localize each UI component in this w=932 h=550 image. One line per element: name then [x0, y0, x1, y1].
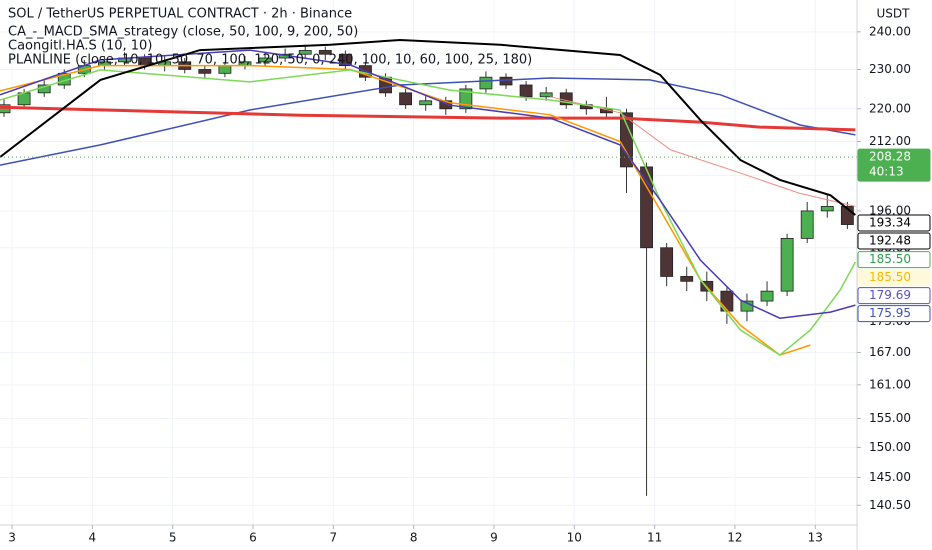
candle-body [680, 276, 694, 282]
candle-body [419, 100, 433, 106]
candle-body [760, 290, 774, 302]
candle-body [640, 166, 653, 249]
indicator-label: PLANLINE (close, 10, 10, 50, 70, 100, 12… [8, 53, 532, 68]
indicator-line [0, 38, 857, 216]
candle-body [620, 112, 633, 168]
price-label-box [857, 214, 931, 232]
candle-body [539, 92, 553, 98]
price-label-box [857, 232, 931, 250]
y-tick-label: 140.50 [869, 498, 911, 512]
candle-body [660, 247, 674, 277]
price-label-box [857, 269, 931, 287]
countdown: 40:13 [869, 165, 904, 179]
candle-body [519, 84, 533, 98]
price-label: 192.48 [869, 233, 911, 247]
price-label: 175.95 [869, 306, 911, 320]
indicator-line [0, 49, 856, 319]
price-label: 179.69 [869, 288, 911, 302]
price-label-box [857, 287, 931, 305]
y-tick-label: 150.00 [869, 440, 911, 454]
x-tick-label: 11 [647, 531, 662, 545]
price-label-box [857, 148, 931, 182]
y-tick-label: 155.00 [869, 411, 911, 425]
x-tick-label: 7 [330, 531, 338, 545]
candle-body [258, 57, 272, 63]
price-label: 185.50 [869, 252, 911, 266]
grid [0, 0, 857, 525]
indicator-line [0, 69, 857, 357]
x-tick-label: 8 [410, 531, 418, 545]
price-label: 208.28 [869, 150, 911, 164]
candle-body [399, 92, 413, 106]
x-tick-label: 6 [249, 531, 257, 545]
price-label: 193.34 [869, 215, 911, 229]
candle-body [780, 238, 794, 292]
x-tick-label: 12 [727, 531, 742, 545]
y-tick-label: 220.00 [869, 101, 911, 115]
candle-body [499, 76, 513, 86]
indicator-line [0, 77, 856, 166]
x-tick-label: 5 [169, 531, 177, 545]
currency-label: USDT [877, 7, 911, 21]
y-tick-label: 212.00 [869, 134, 911, 148]
price-label: 185.50 [869, 270, 911, 284]
y-tick-label: 161.00 [869, 377, 911, 391]
chart-title: SOL / TetherUS PERPETUAL CONTRACT · 2h ·… [8, 7, 352, 22]
plot [0, 38, 857, 496]
candle-body [198, 69, 212, 74]
x-tick-label: 13 [808, 531, 823, 545]
indicator-line [550, 96, 856, 207]
x-tick-label: 9 [490, 531, 498, 545]
x-tick-label: 3 [8, 531, 16, 545]
y-tick-label: 145.00 [869, 470, 911, 484]
indicator-label: Caongitl.HA.S (10, 10) [8, 39, 152, 54]
candle-body [479, 76, 493, 90]
candle-body [820, 206, 834, 212]
y-tick-label: 196.00 [869, 203, 911, 217]
price-axis: 240.00230.00220.00212.00204.00196.00188.… [857, 24, 931, 512]
y-tick-label: 167.00 [869, 345, 911, 359]
price-label-box [857, 305, 931, 323]
candle-body [338, 53, 352, 67]
candle-body [298, 50, 312, 55]
y-tick-label: 240.00 [869, 24, 911, 38]
price-label-box [857, 251, 931, 269]
indicator-label: CA_-_MACD_SMA_strategy (close, 50, 100, … [8, 25, 358, 40]
x-tick-label: 10 [567, 531, 582, 545]
candle-body [318, 50, 332, 55]
x-tick-label: 4 [89, 531, 97, 545]
indicator-line [0, 105, 856, 132]
indicator-line [0, 64, 811, 356]
y-tick-label: 230.00 [869, 62, 911, 76]
candle-body [800, 210, 814, 239]
